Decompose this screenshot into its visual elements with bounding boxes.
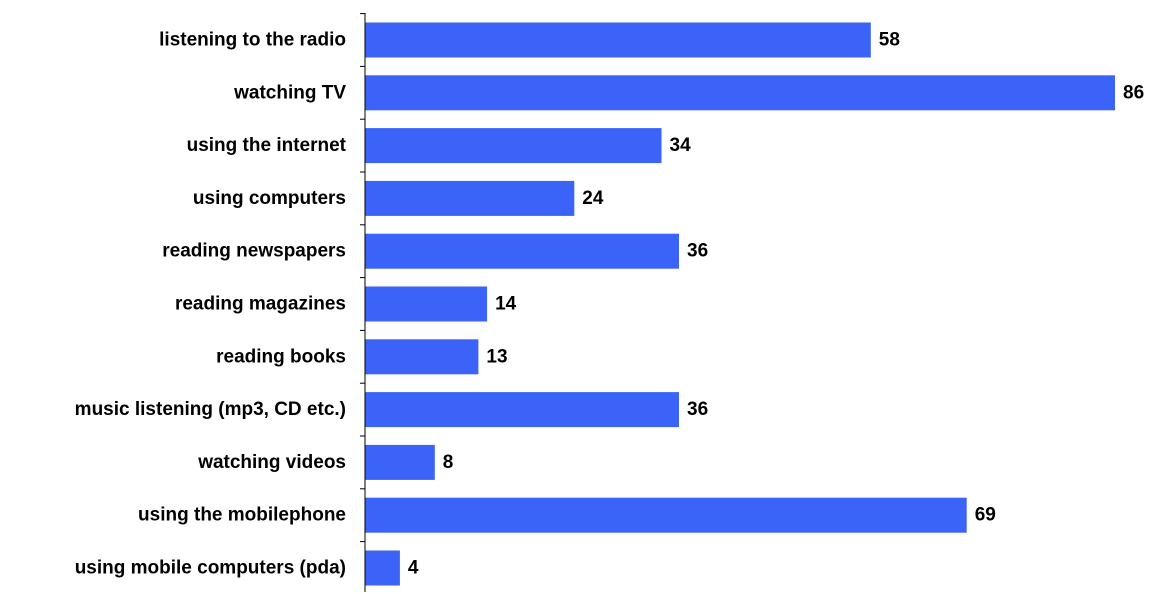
value-label: 58 [879,30,900,51]
bar [365,392,679,428]
value-labels-group: 58 86 34 24 36 14 13 36 8 69 4 [408,30,1144,579]
value-label: 86 [1123,82,1144,103]
bar [365,550,400,586]
bar [365,339,479,375]
category-label: reading books [216,346,346,367]
category-label: reading newspapers [162,241,346,262]
bar [365,286,488,322]
bar [365,497,967,533]
category-label: reading magazines [175,294,346,315]
value-label: 24 [582,188,604,209]
category-label: listening to the radio [159,30,346,51]
category-label: using computers [193,188,346,209]
y-axis [360,13,366,592]
value-label: 69 [975,505,996,526]
bar [365,128,662,164]
category-label: watching videos [197,452,346,473]
bars-group [365,22,1115,586]
category-label: using mobile computers (pda) [75,558,346,579]
value-label: 34 [670,135,692,156]
category-label: watching TV [233,82,346,103]
value-label: 36 [687,399,708,420]
bar [365,444,435,480]
value-label: 4 [408,558,419,579]
value-label: 13 [486,346,507,367]
value-label: 14 [495,294,517,315]
bar [365,22,871,58]
category-label: music listening (mp3, CD etc.) [75,399,346,420]
value-label: 8 [443,452,454,473]
bar [365,180,575,216]
bar [365,75,1115,111]
category-labels-group: listening to the radio watching TV using t… [75,30,347,579]
bar [365,233,679,269]
category-label: using the mobilephone [138,505,346,526]
category-label: using the internet [187,135,347,156]
value-label: 36 [687,241,708,262]
